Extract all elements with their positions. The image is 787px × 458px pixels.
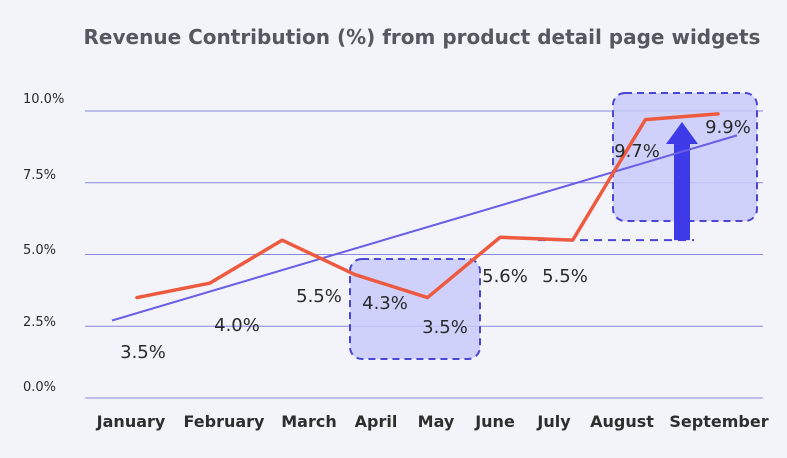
data-label: 5.5% [542, 266, 588, 287]
series-group [135, 112, 720, 300]
x-tick-label: March [281, 412, 336, 431]
y-tick-label: 10.0% [23, 92, 64, 107]
data-label: 3.5% [422, 317, 468, 338]
arrow-shaft [674, 142, 690, 241]
trend-line-group [111, 134, 738, 322]
x-axis-ticks: January February March April May June July Augu… [96, 412, 769, 431]
data-label: 9.9% [705, 117, 751, 138]
y-tick-label: 0.0% [23, 380, 56, 395]
x-tick-label: August [590, 412, 654, 431]
y-tick-label: 5.0% [23, 243, 56, 258]
x-tick-label: April [355, 412, 398, 431]
y-axis-ticks: 0.0% 2.5% 5.0% 7.5% 10.0% [23, 92, 64, 395]
x-tick-label: June [474, 412, 515, 431]
arrow-head [666, 122, 698, 144]
data-label: 4.3% [362, 293, 408, 314]
data-labels: 3.5% 4.0% 5.5% 4.3% 3.5% 5.6% 5.5% 9.7% 9.9% [120, 117, 751, 363]
x-tick-label: September [669, 412, 768, 431]
trend-line [111, 134, 738, 322]
chart-title: Revenue Contribution (%) from product de… [84, 25, 761, 49]
data-label: 4.0% [214, 315, 260, 336]
increase-annotation [538, 122, 698, 242]
data-label: 3.5% [120, 342, 166, 363]
x-tick-label: January [96, 412, 166, 431]
data-label: 9.7% [614, 141, 660, 162]
y-tick-label: 2.5% [23, 315, 56, 330]
x-tick-label: February [184, 412, 266, 431]
y-tick-label: 7.5% [23, 168, 56, 183]
data-label: 5.5% [296, 286, 342, 307]
x-tick-label: May [418, 412, 455, 431]
x-tick-label: July [536, 412, 571, 431]
data-label: 5.6% [482, 266, 528, 287]
series-line [135, 112, 720, 300]
